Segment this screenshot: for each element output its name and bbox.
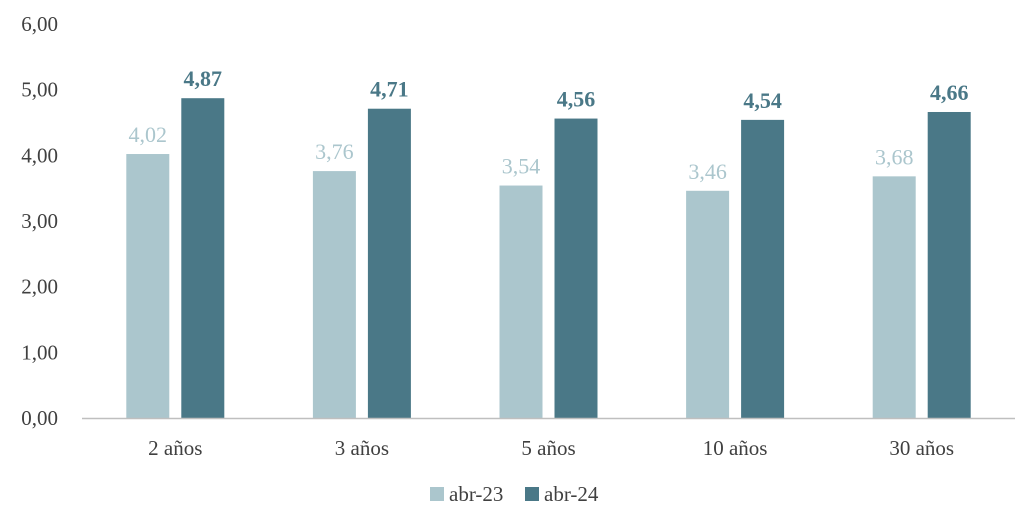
data-label-abr-24-4: 4,66 <box>930 80 969 105</box>
x-tick-label-2: 5 años <box>521 436 575 460</box>
x-tick-label-0: 2 años <box>148 436 202 460</box>
legend-label-abr-24: abr-24 <box>544 482 599 506</box>
x-tick-label-3: 10 años <box>703 436 768 460</box>
y-tick-label-4: 4,00 <box>21 143 58 167</box>
data-label-abr-24-2: 4,56 <box>557 87 596 112</box>
bar-abr-23-2 <box>499 185 543 418</box>
y-tick-label-3: 3,00 <box>21 209 58 233</box>
bar-abr-23-3 <box>686 190 730 418</box>
bar-abr-24-3 <box>741 119 785 418</box>
bar-abr-23-0 <box>126 154 170 418</box>
bar-abr-23-1 <box>312 171 356 418</box>
legend-swatch-abr-23 <box>430 487 444 501</box>
data-label-abr-23-0: 4,02 <box>129 122 168 147</box>
legend: abr-23 abr-24 <box>430 482 599 506</box>
data-labels: 4,02 4,87 3,76 4,71 3,54 4,56 3,46 4,54 3,68 4,66 <box>129 66 969 184</box>
y-axis-tick-labels: 0,00 1,00 2,00 3,00 4,00 5,00 6,00 <box>21 12 58 430</box>
data-label-abr-24-1: 4,71 <box>370 77 409 102</box>
y-tick-label-5: 5,00 <box>21 78 58 102</box>
data-label-abr-24-0: 4,87 <box>184 66 223 91</box>
x-axis-tick-labels: 2 años 3 años 5 años 10 años 30 años <box>148 436 954 460</box>
y-tick-label-1: 1,00 <box>21 340 58 364</box>
data-label-abr-23-4: 3,68 <box>875 144 914 169</box>
bars <box>126 98 971 419</box>
y-tick-label-0: 0,00 <box>21 406 58 430</box>
data-label-abr-23-2: 3,54 <box>502 154 541 179</box>
y-tick-label-2: 2,00 <box>21 275 58 299</box>
data-label-abr-24-3: 4,54 <box>743 88 782 113</box>
bar-abr-24-0 <box>181 98 225 418</box>
data-label-abr-23-1: 3,76 <box>315 139 354 164</box>
bar-abr-24-2 <box>554 118 598 418</box>
data-label-abr-23-3: 3,46 <box>688 159 727 184</box>
x-tick-label-4: 30 años <box>889 436 954 460</box>
bar-abr-24-4 <box>927 111 971 418</box>
y-tick-label-6: 6,00 <box>21 12 58 36</box>
bar-abr-24-1 <box>367 108 411 419</box>
legend-label-abr-23: abr-23 <box>449 482 503 506</box>
bar-abr-23-4 <box>872 176 916 418</box>
legend-swatch-abr-24 <box>525 487 539 501</box>
x-tick-label-1: 3 años <box>335 436 389 460</box>
